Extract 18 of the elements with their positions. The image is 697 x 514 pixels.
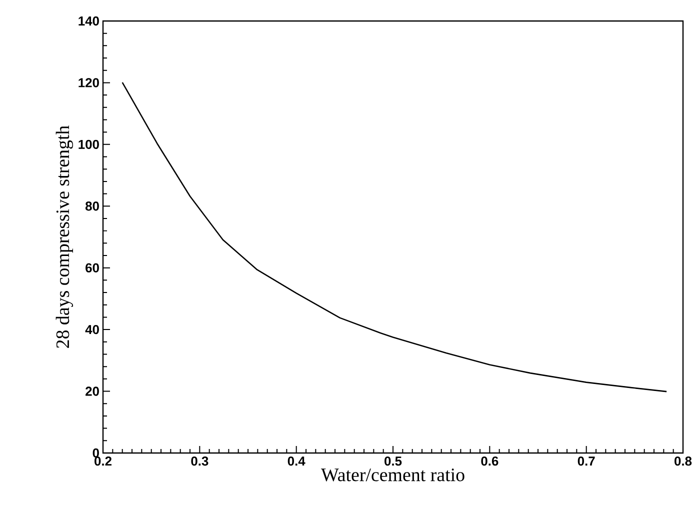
y-tick-label: 40 [85, 324, 99, 334]
y-tick-label: 60 [86, 263, 99, 272]
y-tick-label: 140 [78, 16, 99, 26]
y-tick-label: 20 [86, 386, 99, 396]
x-tick-label: 0.6 [481, 456, 498, 466]
x-tick-label: 0.3 [191, 456, 208, 466]
x-tick-label: 0.4 [288, 456, 306, 466]
line-series [122, 82, 668, 392]
x-tick-label: 0.5 [384, 456, 402, 466]
y-tick-label: 100 [78, 140, 99, 149]
x-tick-label: 0.2 [94, 456, 112, 466]
y-tick-label: 0 [92, 448, 99, 458]
y-tick-label: 120 [78, 78, 99, 88]
x-tick-label: 0.8 [674, 456, 692, 466]
x-axis-title: Water/cement ratio [321, 468, 464, 482]
y-tick-label: 80 [85, 202, 99, 211]
y-axis-title: 28 days compressive strength [56, 126, 74, 348]
x-tick-label: 0.7 [578, 456, 595, 466]
